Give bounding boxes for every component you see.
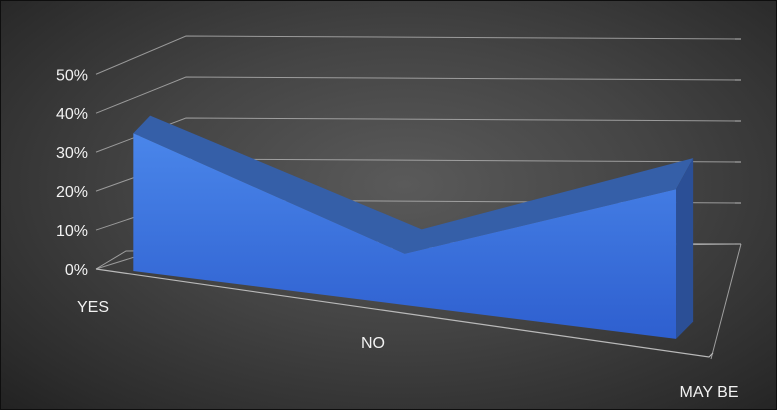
x-tick-label: NO [361, 335, 385, 352]
tick-labels: 0% 10% 20% 30% 40% 50% YES NO MAY BE [56, 67, 739, 401]
series-side-face [676, 158, 694, 339]
gridline [95, 76, 742, 114]
x-axis-line [95, 268, 714, 358]
gridline [95, 117, 742, 153]
gridline [95, 35, 742, 75]
y-tick-label: 50% [56, 67, 88, 84]
floor-right-line [710, 243, 742, 360]
series-front-face [133, 133, 677, 339]
series-top-face [133, 115, 694, 254]
y-tick-label: 40% [56, 106, 88, 123]
y-tick-label: 30% [56, 145, 88, 162]
x-tick-label: MAY BE [680, 384, 739, 401]
y-tick-label: 20% [56, 184, 88, 201]
y-tick-label: 10% [56, 223, 88, 240]
x-tick-label: YES [77, 299, 109, 316]
series-area [133, 115, 694, 339]
y-tick-label: 0% [65, 262, 88, 279]
